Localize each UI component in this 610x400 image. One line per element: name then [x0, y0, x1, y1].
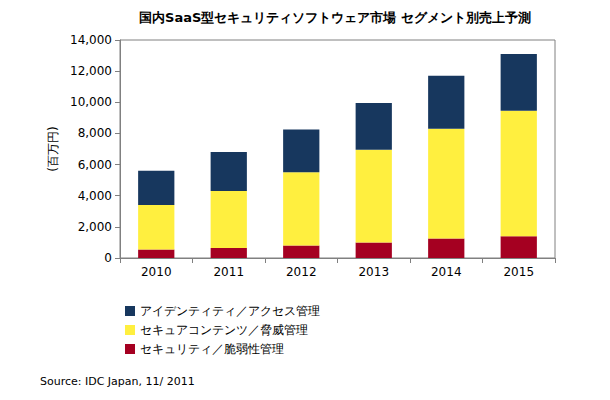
- svg-text:14,000: 14,000: [70, 33, 112, 47]
- svg-text:12,000: 12,000: [70, 64, 112, 78]
- svg-text:アイデンティティ／アクセス管理: アイデンティティ／アクセス管理: [140, 304, 320, 318]
- svg-text:2010: 2010: [141, 265, 172, 279]
- svg-text:セキュアコンテンツ／脅威管理: セキュアコンテンツ／脅威管理: [140, 323, 308, 337]
- svg-text:6,000: 6,000: [78, 158, 112, 172]
- svg-text:8,000: 8,000: [78, 126, 112, 140]
- svg-text:2011: 2011: [213, 265, 244, 279]
- svg-text:2014: 2014: [431, 265, 462, 279]
- svg-text:2013: 2013: [358, 265, 389, 279]
- svg-text:10,000: 10,000: [70, 95, 112, 109]
- svg-text:2,000: 2,000: [78, 220, 112, 234]
- svg-text:Source: IDC Japan, 11/ 2011: Source: IDC Japan, 11/ 2011: [40, 375, 195, 388]
- svg-text:4,000: 4,000: [78, 189, 112, 203]
- svg-text:(百万円): (百万円): [46, 126, 60, 171]
- svg-text:2015: 2015: [503, 265, 534, 279]
- svg-text:2012: 2012: [286, 265, 317, 279]
- svg-text:0: 0: [104, 251, 112, 265]
- svg-text:国内SaaS型セキュリティソフトウェア市場 セグメント別売上: 国内SaaS型セキュリティソフトウェア市場 セグメント別売上予測: [139, 10, 531, 25]
- svg-text:セキュリティ／脆弱性管理: セキュリティ／脆弱性管理: [140, 342, 284, 356]
